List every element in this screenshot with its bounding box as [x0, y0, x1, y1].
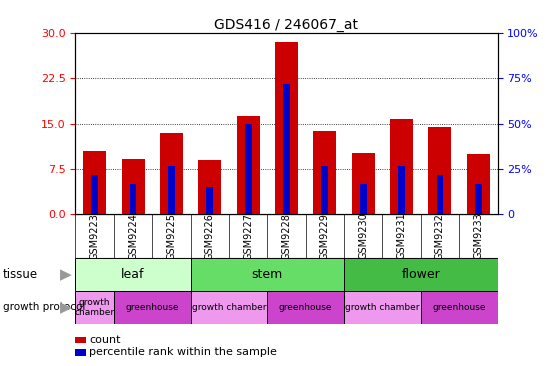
- Text: greenhouse: greenhouse: [433, 303, 486, 312]
- Bar: [130, 184, 136, 214]
- Text: tissue: tissue: [3, 268, 38, 281]
- Text: GSM9232: GSM9232: [435, 213, 445, 259]
- Bar: [114, 291, 191, 324]
- Bar: [275, 42, 298, 214]
- Bar: [398, 166, 405, 214]
- Bar: [168, 166, 175, 214]
- Bar: [75, 291, 114, 324]
- Text: growth chamber: growth chamber: [192, 303, 266, 312]
- Bar: [344, 291, 421, 324]
- Bar: [314, 131, 337, 214]
- Bar: [475, 184, 482, 214]
- Bar: [206, 187, 213, 214]
- Text: GSM9227: GSM9227: [243, 213, 253, 259]
- Bar: [283, 84, 290, 214]
- Text: GSM9233: GSM9233: [473, 213, 484, 259]
- Bar: [267, 291, 344, 324]
- Text: GSM9223: GSM9223: [89, 213, 100, 259]
- Text: stem: stem: [252, 268, 283, 281]
- Text: growth chamber: growth chamber: [345, 303, 420, 312]
- Bar: [191, 258, 344, 291]
- Bar: [344, 258, 498, 291]
- Bar: [467, 154, 490, 214]
- Bar: [245, 124, 252, 214]
- Bar: [352, 153, 375, 214]
- Text: ▶: ▶: [60, 267, 72, 282]
- Title: GDS416 / 246067_at: GDS416 / 246067_at: [215, 18, 358, 32]
- Bar: [236, 116, 259, 214]
- Text: greenhouse: greenhouse: [279, 303, 333, 312]
- Bar: [437, 175, 443, 214]
- Text: count: count: [89, 335, 121, 345]
- Text: GSM9228: GSM9228: [282, 213, 291, 259]
- Bar: [321, 166, 328, 214]
- Text: greenhouse: greenhouse: [125, 303, 179, 312]
- Bar: [360, 184, 367, 214]
- Text: GSM9224: GSM9224: [128, 213, 138, 259]
- Text: leaf: leaf: [121, 268, 145, 281]
- Bar: [75, 258, 191, 291]
- Text: ▶: ▶: [60, 300, 72, 315]
- Bar: [91, 175, 98, 214]
- Bar: [121, 158, 145, 214]
- Text: GSM9230: GSM9230: [358, 213, 368, 259]
- Text: GSM9225: GSM9225: [167, 213, 177, 259]
- Text: GSM9229: GSM9229: [320, 213, 330, 259]
- Text: growth
chamber: growth chamber: [74, 298, 115, 317]
- Bar: [421, 291, 498, 324]
- Text: growth protocol: growth protocol: [3, 302, 85, 313]
- Bar: [83, 151, 106, 214]
- Bar: [160, 132, 183, 214]
- Bar: [428, 127, 452, 214]
- Text: flower: flower: [401, 268, 440, 281]
- Bar: [390, 119, 413, 214]
- Bar: [191, 291, 267, 324]
- Text: GSM9226: GSM9226: [205, 213, 215, 259]
- Bar: [198, 160, 221, 214]
- Text: GSM9231: GSM9231: [396, 213, 406, 259]
- Text: percentile rank within the sample: percentile rank within the sample: [89, 347, 277, 357]
